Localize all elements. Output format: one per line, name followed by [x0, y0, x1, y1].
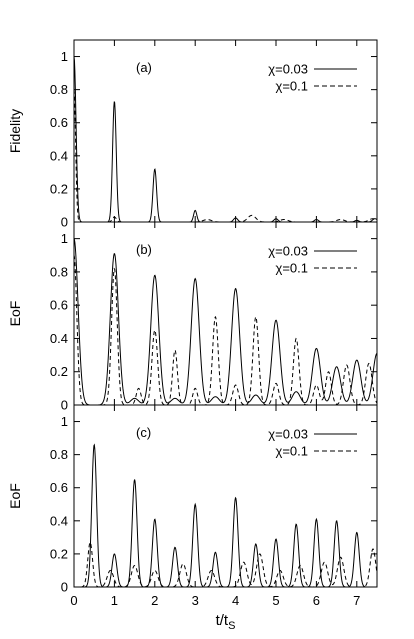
y-tick-label: 0.6 — [50, 480, 68, 495]
x-tick-label: 1 — [111, 593, 118, 608]
y-tick-label: 0.2 — [50, 546, 68, 561]
series-line-0 — [74, 443, 377, 588]
panel-label: (a) — [136, 60, 152, 75]
panel-label: (c) — [136, 425, 151, 440]
x-tick-label: 0 — [70, 593, 77, 608]
y-tick-label: 0.2 — [50, 181, 68, 196]
panel-1: 0 0.2 0.4 0.6 0.8 1 EoF (b) χ=0.03 χ=0.1 — [7, 221, 378, 413]
x-tick-label: 5 — [272, 593, 279, 608]
y-tick-label: 1 — [61, 49, 68, 64]
series-line-0 — [73, 238, 378, 406]
x-tick-label: 4 — [232, 593, 239, 608]
y-tick-label: 0.4 — [50, 331, 68, 346]
legend-label: χ=0.1 — [276, 261, 309, 276]
y-axis-label: EoF — [7, 301, 23, 327]
y-axis-label: Fidelity — [7, 109, 23, 153]
x-axis-label: t/tS — [216, 612, 236, 632]
y-tick-label: 0.8 — [50, 82, 68, 97]
legend-label: χ=0.03 — [268, 62, 308, 77]
x-tick-label: 7 — [353, 593, 360, 608]
panel-2: 0 0.2 0.4 0.6 0.8 1 0 1 2 3 4 5 6 7 EoF (c) χ=0.03 χ=0.1 t… — [7, 404, 378, 632]
y-tick-label: 0.4 — [50, 148, 68, 163]
panel-0: 0 0.2 0.4 0.6 0.8 1 Fidelity (a) χ=0.03 χ=0.1 — [7, 39, 378, 230]
y-tick-label: 1 — [61, 231, 68, 246]
legend-label: χ=0.03 — [268, 427, 308, 442]
panel-label: (b) — [136, 242, 152, 257]
y-tick-label: 0 — [61, 398, 68, 413]
legend-label: χ=0.03 — [268, 244, 308, 259]
y-axis-label: EoF — [7, 483, 23, 509]
y-tick-label: 0.8 — [50, 447, 68, 462]
series-line-1 — [73, 89, 378, 223]
plot-frame — [73, 39, 378, 223]
y-tick-label: 0.4 — [50, 513, 68, 528]
x-tick-label: 3 — [192, 593, 199, 608]
legend-label: χ=0.1 — [276, 444, 309, 459]
legend-label: χ=0.1 — [276, 79, 309, 94]
x-tick-label: 6 — [313, 593, 320, 608]
plot-frame — [73, 404, 378, 588]
y-tick-label: 0 — [61, 580, 68, 595]
y-tick-label: 0.6 — [50, 115, 68, 130]
plot-frame — [73, 221, 378, 406]
y-tick-label: 1 — [61, 414, 68, 429]
series-line-1 — [74, 541, 378, 588]
series-line-0 — [73, 56, 378, 223]
y-tick-label: 0.6 — [50, 298, 68, 313]
y-tick-label: 0 — [61, 215, 68, 230]
y-tick-label: 0.8 — [50, 264, 68, 279]
y-tick-label: 0.2 — [50, 364, 68, 379]
x-tick-label: 2 — [151, 593, 158, 608]
